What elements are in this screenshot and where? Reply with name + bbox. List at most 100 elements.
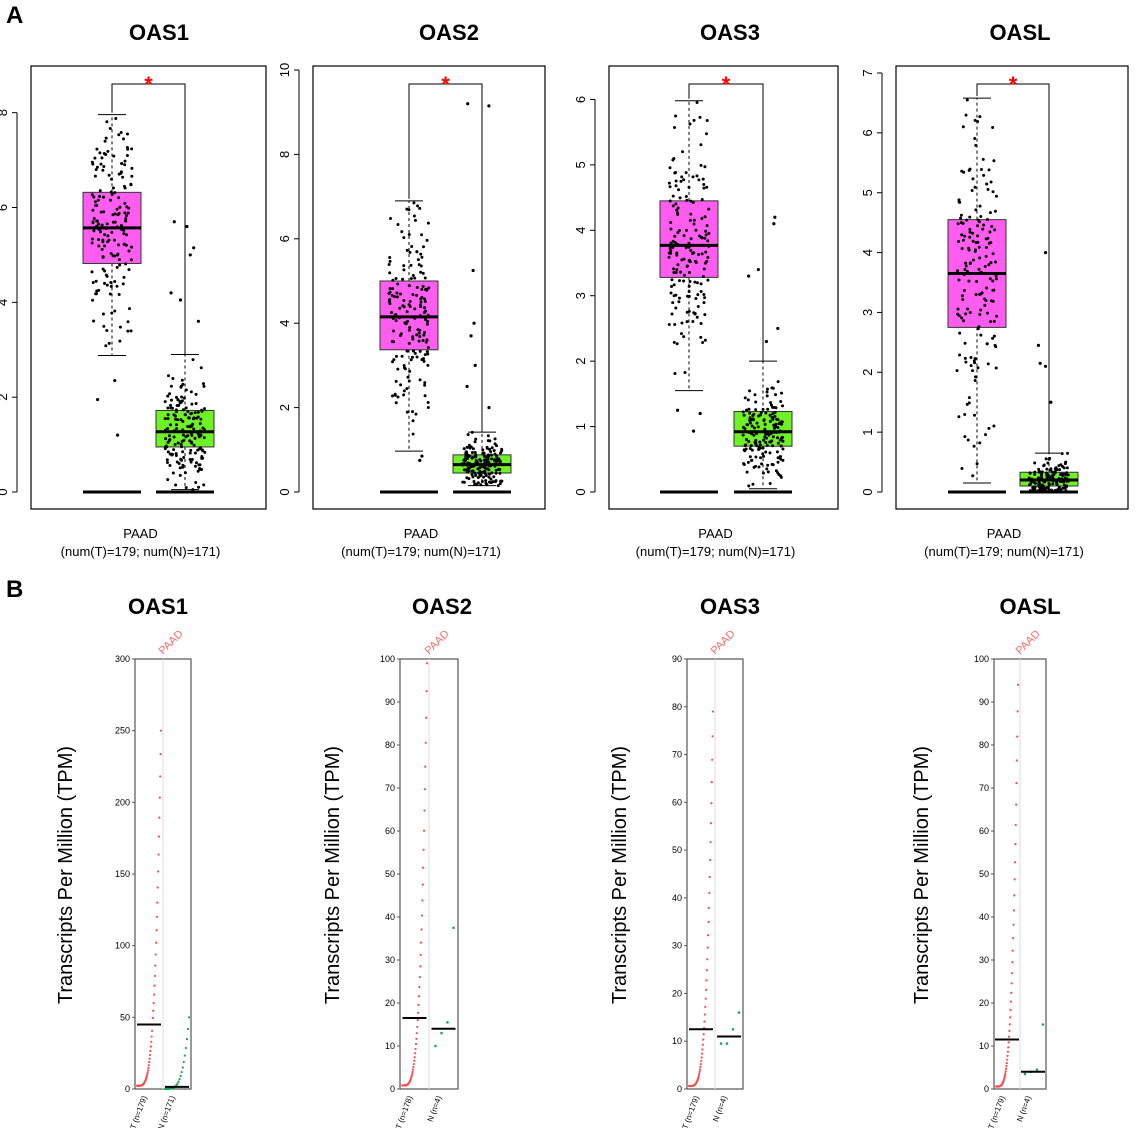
data-point — [182, 396, 186, 400]
data-point — [417, 995, 421, 998]
data-point — [405, 387, 409, 391]
data-point — [960, 233, 964, 237]
data-point — [677, 300, 681, 304]
data-point — [485, 446, 489, 450]
data-point — [702, 186, 706, 190]
data-point — [413, 307, 417, 311]
data-point — [961, 125, 965, 129]
data-point — [159, 729, 163, 732]
data-point — [398, 292, 402, 296]
data-point — [396, 282, 400, 286]
data-point — [147, 1066, 150, 1069]
data-point — [90, 160, 94, 164]
y-tick-label: 90 — [385, 697, 395, 707]
data-point — [481, 451, 485, 455]
data-point — [1013, 894, 1016, 897]
data-point — [425, 350, 429, 354]
data-point — [984, 254, 988, 258]
data-point — [405, 248, 409, 252]
data-point — [472, 464, 476, 468]
data-point — [120, 161, 124, 165]
data-point — [411, 349, 415, 353]
data-point — [425, 716, 428, 719]
data-point — [771, 435, 775, 439]
data-point — [117, 243, 121, 247]
data-point — [420, 914, 424, 917]
outlier-point — [675, 408, 680, 412]
data-point — [188, 439, 192, 443]
data-point — [698, 1070, 701, 1073]
data-point — [396, 395, 400, 399]
y-tick-label: 20 — [385, 998, 395, 1008]
data-point — [190, 402, 194, 406]
outlier-point — [1043, 364, 1048, 368]
data-point — [699, 143, 703, 147]
data-point — [1007, 1041, 1010, 1044]
data-point — [667, 323, 671, 327]
data-point — [93, 156, 97, 160]
data-point — [1055, 468, 1059, 472]
data-point — [698, 1072, 701, 1076]
data-point — [388, 287, 392, 291]
data-point — [773, 411, 777, 415]
data-point — [412, 1062, 415, 1066]
data-point — [989, 241, 993, 245]
data-point — [747, 431, 751, 435]
data-point — [413, 218, 417, 222]
chart-title: OAS1 — [129, 20, 189, 45]
data-point — [776, 460, 780, 464]
data-point — [1045, 486, 1049, 490]
data-point — [182, 1060, 185, 1064]
data-point — [117, 258, 121, 262]
data-point — [198, 463, 202, 467]
data-point — [109, 280, 113, 284]
data-point — [189, 390, 193, 394]
data-point — [995, 314, 999, 318]
chart-title: OASL — [999, 594, 1060, 619]
outlier-point — [418, 458, 422, 462]
group-label: N (n=4) — [1015, 1094, 1033, 1123]
data-point — [684, 246, 688, 250]
data-point — [778, 455, 782, 459]
data-point — [701, 340, 705, 344]
outlier-point — [469, 334, 473, 338]
y-tick-label: 6 — [0, 204, 10, 211]
data-point — [737, 1011, 741, 1014]
data-point — [196, 431, 200, 435]
data-point — [482, 454, 486, 458]
data-point — [962, 273, 966, 277]
data-point — [104, 152, 108, 156]
data-point — [423, 383, 427, 387]
data-point — [105, 283, 109, 287]
data-point — [407, 232, 411, 236]
data-point — [974, 293, 978, 297]
data-point — [697, 253, 701, 257]
data-point — [409, 276, 413, 280]
data-point — [416, 204, 420, 208]
data-point — [476, 476, 480, 480]
y-tick-label: 0 — [277, 488, 292, 495]
group-label: N (n=4) — [426, 1094, 444, 1123]
data-point — [966, 438, 970, 442]
data-point — [181, 408, 185, 412]
dotplot-oas-0: OAS1 Transcripts Per Million (TPM) 0 50 100 1… — [55, 594, 192, 1128]
data-point — [779, 444, 783, 448]
data-point — [692, 218, 696, 222]
data-point — [90, 241, 94, 245]
data-point — [408, 326, 412, 330]
data-point — [692, 222, 696, 226]
data-point — [399, 332, 403, 336]
data-point — [184, 388, 188, 392]
data-point — [200, 409, 204, 413]
data-point — [705, 979, 708, 982]
data-point — [462, 447, 466, 451]
group-label: T (n=178) — [394, 1094, 414, 1128]
data-point — [705, 224, 709, 228]
data-point — [423, 788, 426, 791]
series-N — [1019, 250, 1079, 494]
data-point — [971, 369, 975, 373]
data-point — [701, 275, 705, 279]
data-point — [423, 309, 427, 313]
data-point — [423, 809, 426, 812]
significance-star: * — [1009, 72, 1018, 97]
